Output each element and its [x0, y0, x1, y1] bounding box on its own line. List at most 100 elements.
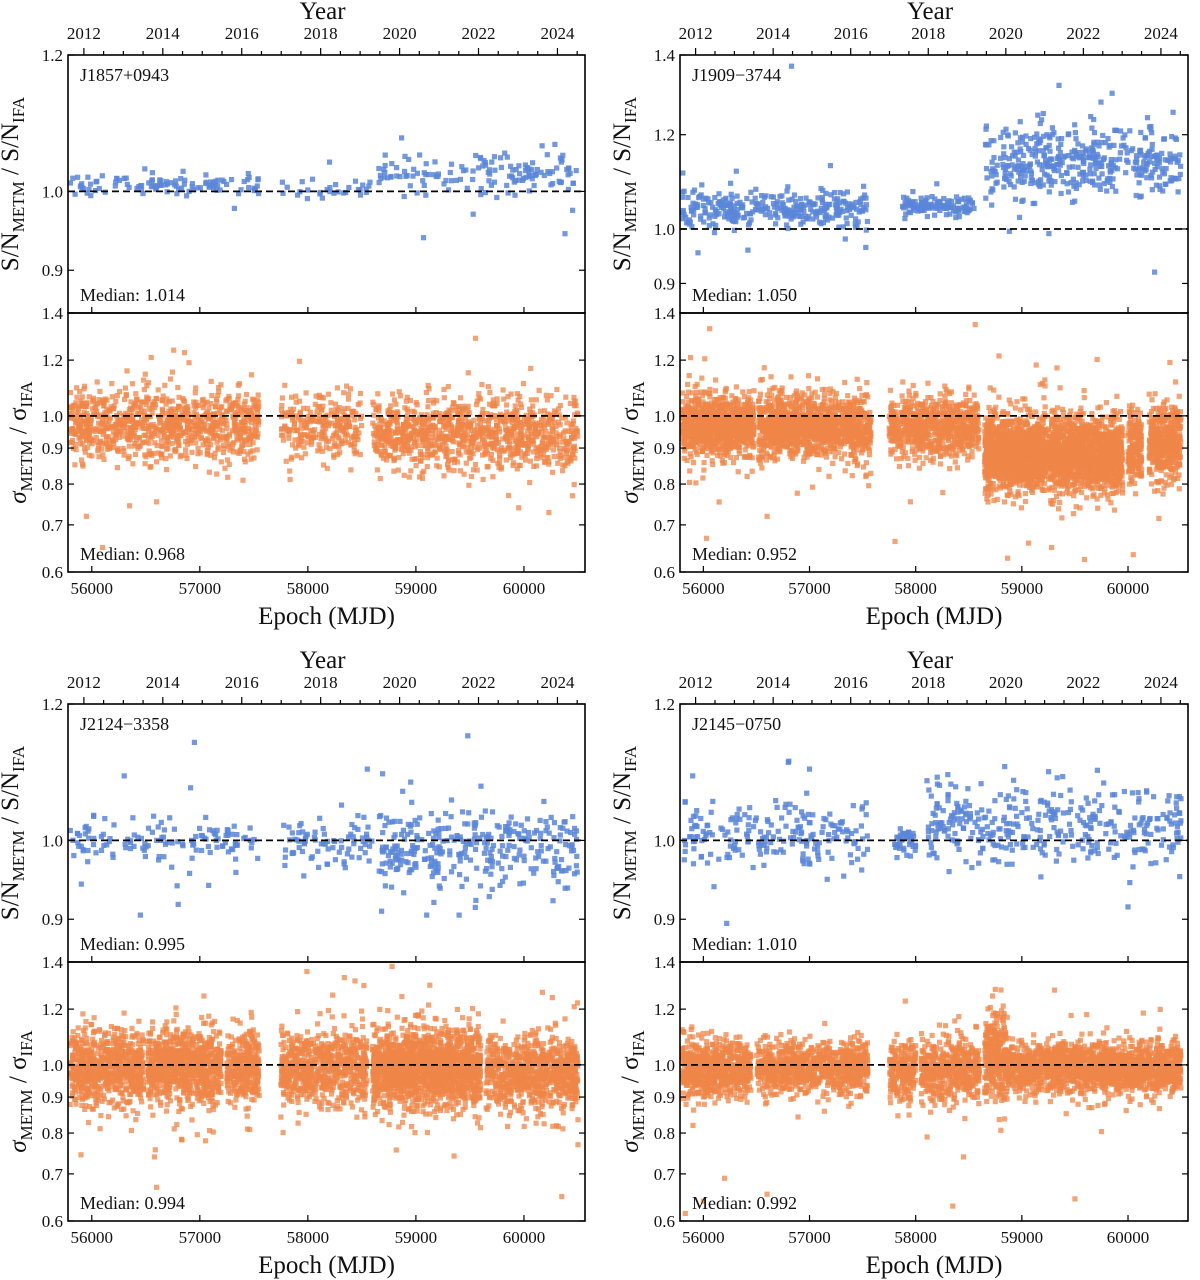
sigma-point — [769, 392, 775, 398]
sigma-point — [392, 429, 398, 435]
sigma-point — [329, 435, 336, 442]
sigma-point — [129, 417, 135, 423]
snr-point — [1113, 157, 1119, 163]
sigma-point — [206, 469, 212, 475]
snr-point — [1144, 115, 1151, 121]
sigma-point — [684, 394, 690, 400]
ylabel-subscript: METM — [9, 181, 28, 232]
sigma-point — [527, 406, 533, 412]
snr-point — [178, 176, 184, 182]
snr-point — [964, 206, 970, 212]
sigma-point — [195, 423, 201, 429]
sigma-point — [110, 429, 116, 435]
snr-point — [241, 178, 247, 185]
snr-point — [1099, 139, 1105, 146]
sigma-point — [212, 419, 218, 426]
sigma-point — [567, 400, 573, 406]
sigma-point — [561, 435, 567, 441]
sigma-point — [122, 396, 128, 402]
sigma-point — [352, 433, 359, 439]
snr-point — [72, 191, 78, 197]
snr-point — [961, 208, 967, 215]
snr-point — [1118, 143, 1125, 149]
sigma-point — [101, 421, 107, 427]
snr-point — [803, 195, 809, 201]
snr-point — [191, 187, 197, 193]
sigma-point — [163, 401, 169, 407]
sigma-point — [165, 445, 171, 451]
snr-point — [1152, 160, 1158, 166]
snr-point — [1087, 166, 1093, 172]
snr-point — [1034, 131, 1040, 137]
snr-point — [1019, 198, 1025, 204]
snr-point — [402, 153, 408, 159]
sigma-point — [443, 450, 449, 456]
sigma-point — [352, 424, 358, 430]
snr-point — [1091, 182, 1098, 188]
sigma-point — [343, 423, 350, 429]
sigma-point — [205, 444, 211, 451]
snr-point — [1144, 161, 1150, 168]
sigma-point — [186, 431, 192, 437]
sigma-point — [461, 429, 467, 435]
snr-point — [1135, 167, 1141, 173]
snr-point — [464, 185, 470, 191]
sigma-point — [352, 417, 358, 423]
snr-point — [1096, 143, 1102, 149]
snr-point — [994, 162, 1000, 168]
sigma-point — [433, 432, 439, 438]
sigma-point — [746, 442, 752, 448]
sigma-point — [542, 434, 548, 440]
sigma-point — [110, 438, 116, 444]
sigma-point — [504, 409, 510, 415]
snr-point — [1029, 152, 1035, 158]
snr-point — [1117, 150, 1123, 156]
snr-point — [993, 172, 999, 178]
sigma-point — [749, 414, 755, 420]
sigma-point — [732, 443, 738, 449]
sigma-point — [445, 464, 451, 470]
snr-point — [1154, 152, 1160, 158]
snr-point — [1091, 130, 1098, 136]
snr-point — [1142, 154, 1148, 160]
sigma-point — [388, 428, 394, 434]
snr-point — [164, 181, 170, 187]
sigma-point — [701, 421, 707, 428]
sigma-point — [296, 398, 303, 404]
sigma-point — [377, 448, 383, 455]
snr-point — [142, 166, 148, 172]
snr-point — [823, 190, 829, 196]
snr-point — [236, 191, 242, 197]
snr-point — [1009, 153, 1016, 159]
sigma-point — [437, 411, 443, 417]
sigma-point — [98, 438, 104, 444]
sigma-point — [195, 451, 201, 457]
sigma-point — [500, 436, 506, 442]
sigma-point — [393, 401, 399, 407]
sigma-point — [355, 436, 361, 443]
sigma-point — [747, 421, 753, 428]
sigma-point — [690, 437, 696, 443]
sigma-point — [173, 448, 179, 455]
snr-point — [331, 190, 337, 196]
sigma-point — [370, 420, 376, 426]
snr-point — [864, 218, 870, 225]
sigma-point — [134, 410, 140, 416]
sigma-point — [465, 424, 471, 430]
sigma-point — [128, 410, 134, 416]
sigma-point — [557, 455, 563, 462]
sigma-point — [510, 415, 516, 421]
sigma-point — [146, 448, 152, 454]
snr-point — [1154, 155, 1160, 161]
sigma-point — [685, 399, 691, 405]
snr-point — [432, 159, 438, 165]
snr-point — [421, 182, 427, 188]
snr-point — [1066, 153, 1072, 159]
snr-point — [158, 178, 164, 184]
sigma-point — [461, 432, 467, 438]
sigma-point — [687, 419, 693, 425]
snr-point — [1015, 163, 1021, 169]
sigma-point — [184, 408, 190, 414]
snr-point — [1170, 109, 1176, 115]
sigma-point — [297, 432, 304, 439]
